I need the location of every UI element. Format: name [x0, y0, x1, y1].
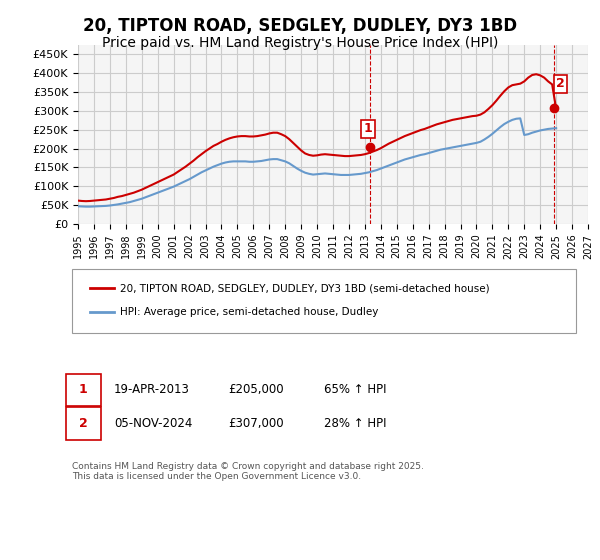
Text: £205,000: £205,000	[228, 383, 284, 396]
Text: Price paid vs. HM Land Registry's House Price Index (HPI): Price paid vs. HM Land Registry's House …	[102, 36, 498, 50]
Text: 20, TIPTON ROAD, SEDGLEY, DUDLEY, DY3 1BD: 20, TIPTON ROAD, SEDGLEY, DUDLEY, DY3 1B…	[83, 17, 517, 35]
Text: 05-NOV-2024: 05-NOV-2024	[114, 417, 193, 430]
Text: 28% ↑ HPI: 28% ↑ HPI	[324, 417, 386, 430]
Text: 1: 1	[363, 122, 372, 136]
Text: 19-APR-2013: 19-APR-2013	[114, 383, 190, 396]
Text: 2: 2	[79, 417, 88, 430]
Text: 1: 1	[79, 383, 88, 396]
Text: 2: 2	[556, 77, 565, 90]
Text: 65% ↑ HPI: 65% ↑ HPI	[324, 383, 386, 396]
Text: HPI: Average price, semi-detached house, Dudley: HPI: Average price, semi-detached house,…	[120, 307, 379, 317]
Text: £307,000: £307,000	[228, 417, 284, 430]
Text: 20, TIPTON ROAD, SEDGLEY, DUDLEY, DY3 1BD (semi-detached house): 20, TIPTON ROAD, SEDGLEY, DUDLEY, DY3 1B…	[120, 283, 490, 293]
Text: Contains HM Land Registry data © Crown copyright and database right 2025.
This d: Contains HM Land Registry data © Crown c…	[72, 462, 424, 482]
